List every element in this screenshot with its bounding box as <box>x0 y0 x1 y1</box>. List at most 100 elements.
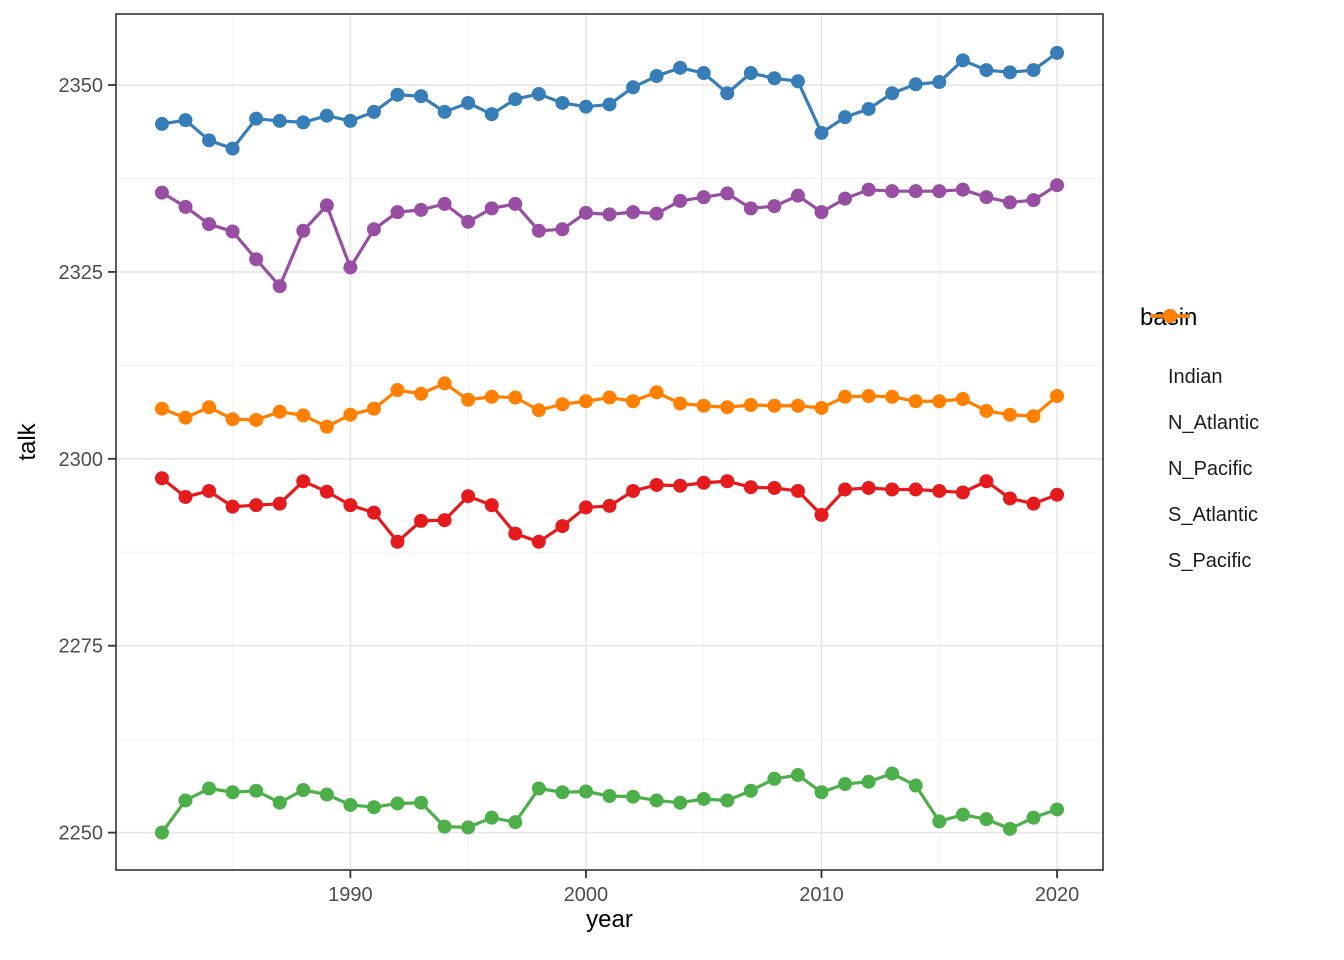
data-point-S_Atlantic <box>343 260 358 275</box>
data-point-S_Atlantic <box>979 190 994 205</box>
data-point-N_Atlantic <box>296 115 311 130</box>
data-point-S_Pacific <box>272 404 287 419</box>
data-point-S_Pacific <box>673 396 688 411</box>
data-point-S_Atlantic <box>154 185 169 200</box>
data-point-N_Atlantic <box>555 95 570 110</box>
data-point-S_Pacific <box>720 400 735 415</box>
data-point-Indian <box>626 483 641 498</box>
data-point-S_Pacific <box>602 390 617 405</box>
data-point-N_Atlantic <box>343 113 358 128</box>
data-point-Indian <box>1026 496 1041 511</box>
data-point-N_Atlantic <box>461 95 476 110</box>
data-point-N_Atlantic <box>626 80 641 95</box>
legend-label: Indian <box>1168 365 1223 388</box>
data-point-N_Atlantic <box>272 113 287 128</box>
data-point-S_Atlantic <box>955 182 970 197</box>
data-point-S_Atlantic <box>673 193 688 208</box>
data-point-S_Atlantic <box>178 199 193 214</box>
data-point-N_Pacific <box>649 793 664 808</box>
data-point-N_Atlantic <box>649 69 664 84</box>
data-point-N_Atlantic <box>720 86 735 101</box>
data-point-N_Pacific <box>673 795 688 810</box>
data-point-Indian <box>861 480 876 495</box>
legend-label: N_Atlantic <box>1168 411 1260 434</box>
legend-items: Indian N_Atlantic N_Pacific S_Atlantic S_Pac… <box>1150 309 1260 584</box>
data-point-S_Atlantic <box>626 205 641 220</box>
data-point-Indian <box>343 498 358 513</box>
data-point-N_Pacific <box>767 771 782 786</box>
data-point-N_Pacific <box>296 783 311 798</box>
data-point-S_Atlantic <box>932 184 947 199</box>
data-point-N_Pacific <box>272 795 287 810</box>
data-point-N_Pacific <box>508 815 523 830</box>
data-point-Indian <box>696 475 711 490</box>
data-point-S_Atlantic <box>272 279 287 294</box>
x-tick-label: 1990 <box>328 884 373 906</box>
data-point-N_Atlantic <box>366 104 381 119</box>
data-point-S_Pacific <box>531 403 546 418</box>
legend-item-N_Pacific: N_Pacific <box>1150 309 1259 492</box>
data-point-N_Atlantic <box>696 66 711 81</box>
data-point-S_Pacific <box>437 376 452 391</box>
data-point-S_Pacific <box>885 389 900 404</box>
data-point-S_Atlantic <box>790 188 805 203</box>
data-point-S_Atlantic <box>437 196 452 211</box>
data-point-Indian <box>602 498 617 513</box>
data-point-S_Pacific <box>767 398 782 413</box>
series-line-S_Pacific <box>160 381 1059 429</box>
data-point-N_Atlantic <box>602 97 617 112</box>
data-point-S_Atlantic <box>390 205 405 220</box>
data-point-S_Atlantic <box>296 223 311 238</box>
data-point-Indian <box>202 483 217 498</box>
data-point-Indian <box>979 474 994 489</box>
data-point-Indian <box>319 484 334 499</box>
data-point-N_Pacific <box>202 781 217 796</box>
legend-label: N_Pacific <box>1168 457 1253 480</box>
data-point-N_Atlantic <box>1026 63 1041 78</box>
data-point-S_Pacific <box>1002 407 1017 422</box>
x-tick-label: 2020 <box>1035 884 1080 906</box>
y-tick-label: 2325 <box>59 262 104 284</box>
data-point-N_Pacific <box>626 789 641 804</box>
y-tick-label: 2300 <box>59 449 104 471</box>
data-point-N_Atlantic <box>861 101 876 116</box>
data-point-Indian <box>955 485 970 500</box>
data-point-Indian <box>908 482 923 497</box>
data-point-N_Atlantic <box>814 125 829 140</box>
data-point-S_Pacific <box>296 408 311 423</box>
legend-label: S_Pacific <box>1168 549 1252 572</box>
data-point-N_Pacific <box>390 796 405 811</box>
data-point-S_Pacific <box>814 400 829 415</box>
data-point-S_Atlantic <box>414 202 429 217</box>
data-point-Indian <box>673 478 688 493</box>
data-point-S_Pacific <box>343 407 358 422</box>
data-point-S_Atlantic <box>461 214 476 229</box>
data-point-N_Pacific <box>790 768 805 783</box>
data-point-Indian <box>790 483 805 498</box>
data-point-S_Pacific <box>1026 409 1041 424</box>
data-point-N_Atlantic <box>531 86 546 101</box>
series-N_Pacific <box>154 766 1065 840</box>
data-point-N_Pacific <box>885 766 900 781</box>
data-point-Indian <box>885 482 900 497</box>
data-point-S_Pacific <box>461 392 476 407</box>
series-S_Pacific <box>154 376 1065 434</box>
data-point-S_Atlantic <box>578 205 593 220</box>
legend-item-S_Atlantic: S_Atlantic <box>1150 309 1259 538</box>
data-point-S_Pacific <box>626 394 641 409</box>
data-point-S_Pacific <box>578 394 593 409</box>
data-point-S_Atlantic <box>508 196 523 211</box>
data-point-N_Atlantic <box>437 104 452 119</box>
data-point-Indian <box>743 480 758 495</box>
data-point-S_Atlantic <box>555 222 570 237</box>
data-point-S_Atlantic <box>366 222 381 237</box>
data-point-Indian <box>555 519 570 534</box>
data-point-Indian <box>414 513 429 528</box>
x-tick-label: 2000 <box>564 884 609 906</box>
data-point-S_Pacific <box>932 394 947 409</box>
data-point-S_Atlantic <box>1002 195 1017 210</box>
data-point-N_Pacific <box>932 814 947 829</box>
data-point-N_Pacific <box>696 791 711 806</box>
data-point-S_Pacific <box>225 412 240 427</box>
data-point-Indian <box>508 526 523 541</box>
